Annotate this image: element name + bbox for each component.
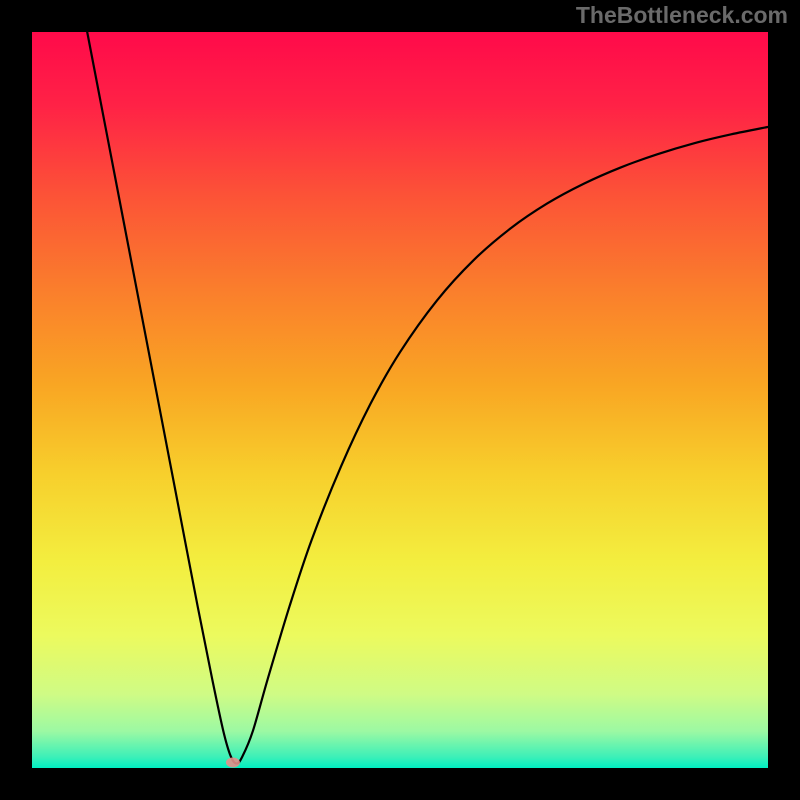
chart-plot-area — [32, 32, 768, 768]
bottleneck-curve-chart — [0, 0, 800, 800]
optimal-point-marker — [226, 757, 240, 767]
chart-container: TheBottleneck.com — [0, 0, 800, 800]
watermark-label: TheBottleneck.com — [576, 2, 788, 29]
